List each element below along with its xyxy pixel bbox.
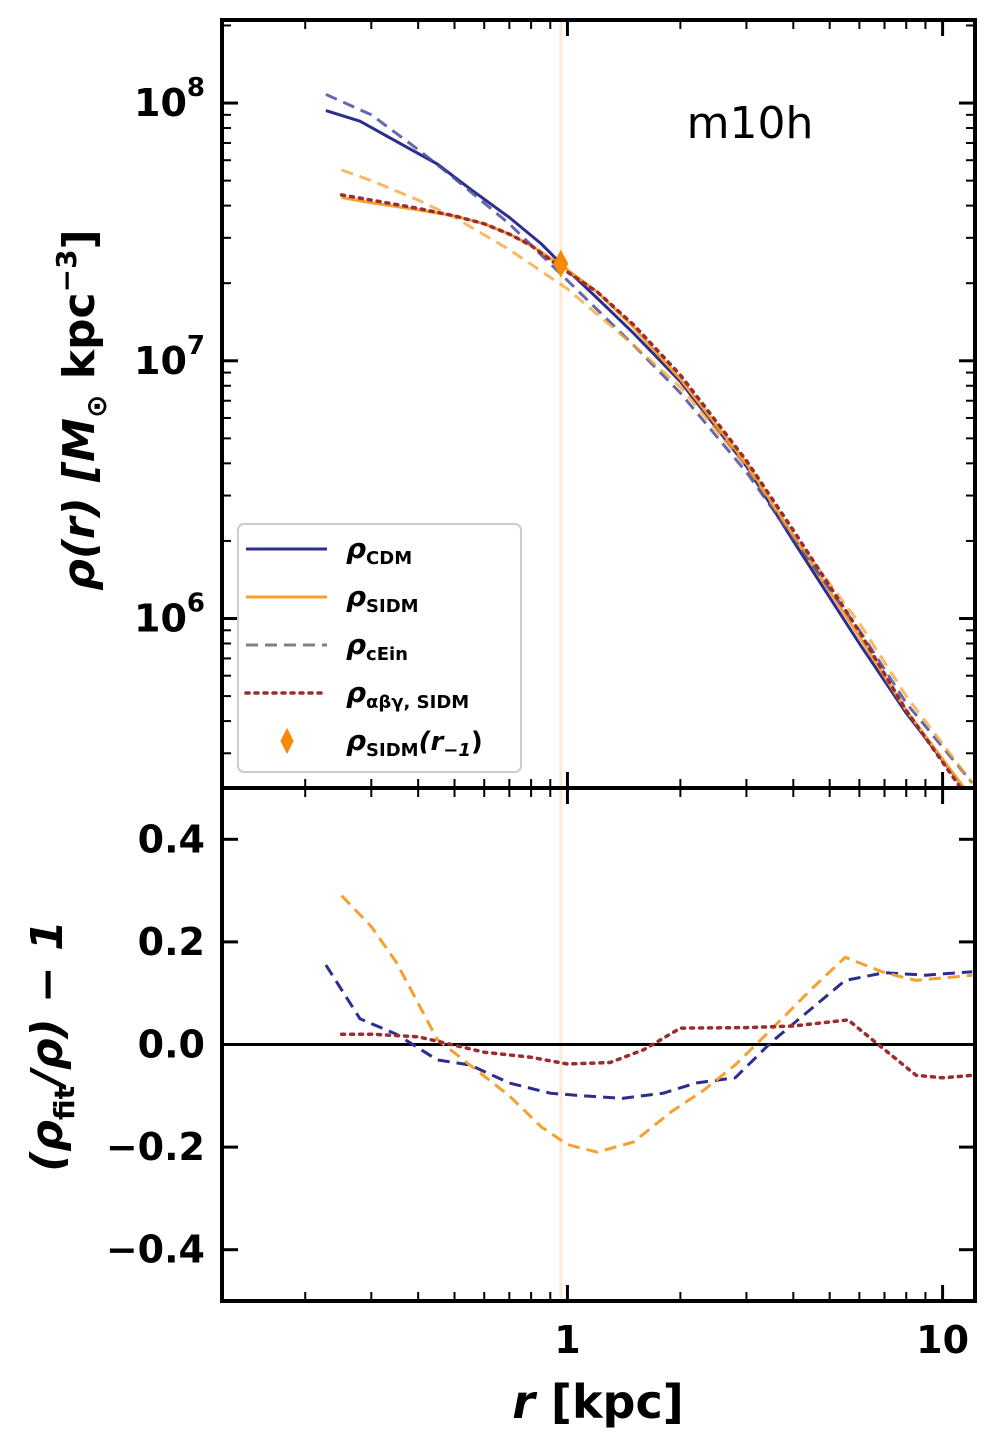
- top-y-tick-label: 107: [134, 331, 205, 383]
- top-y-tick-label: 106: [134, 589, 205, 641]
- series-resid_cEin_SIDM: [340, 894, 973, 1154]
- bottom-y-tick-label: −0.4: [106, 1228, 205, 1272]
- bottom-y-tick-label: 0.4: [138, 817, 205, 861]
- legend-box: [237, 523, 522, 773]
- legend-label-abg: ραβγ, SIDM: [346, 676, 469, 713]
- bottom-y-tick-label: −0.2: [106, 1125, 205, 1169]
- legend-marker-marker: [280, 727, 294, 755]
- legend-label-sidm: ρSIDM: [346, 580, 419, 617]
- bottom-y-tick-label: 0.0: [138, 1023, 205, 1067]
- series-resid_cEin_CDM: [324, 964, 973, 1100]
- legend-label-marker: ρSIDM(r−1): [346, 724, 483, 761]
- series-resid_abg_SIDM: [339, 1018, 975, 1080]
- bottom-y-axis-label: (ρfit/ρ) − 1: [22, 920, 81, 1172]
- marker-rho_SIDM(r_-1): [553, 249, 569, 278]
- series-cEin_fit_SIDM: [341, 168, 974, 784]
- x-tick-label: 10: [916, 1318, 969, 1362]
- panel-annotation: m10h: [687, 98, 814, 149]
- top-panel-series: [325, 93, 974, 788]
- x-axis-label: r [kpc]: [512, 1375, 684, 1429]
- bottom-panel-series: [222, 894, 975, 1154]
- legend: ρCDM ρSIDM ρcEin ραβγ, SIDM ρSIDM(r−1): [237, 523, 522, 773]
- series-abg_fit_SIDM: [339, 193, 963, 788]
- legend-label-cdm: ρCDM: [346, 532, 412, 569]
- legend-label-cein: ρcEin: [346, 628, 408, 665]
- x-tick-label: 1: [554, 1318, 580, 1362]
- top-y-tick-label: 108: [134, 73, 205, 125]
- top-y-axis-label: ρ(r) [M⊙ kpc−3]: [50, 229, 113, 590]
- bottom-panel-frame: [220, 786, 977, 1303]
- tick-labels: 108 107 106 0.4 0.2 0.0 −0.2 −0.4 1 10: [106, 73, 969, 1362]
- bottom-y-tick-label: 0.2: [138, 920, 205, 964]
